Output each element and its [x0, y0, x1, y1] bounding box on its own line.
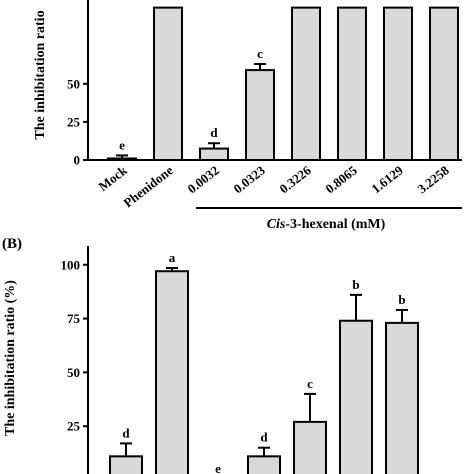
y-tick-label: 75	[67, 311, 81, 326]
x-category-label: 0.0323	[230, 162, 268, 196]
y-tick-label: 0	[74, 153, 81, 168]
significance-label: d	[210, 125, 218, 140]
bar	[109, 455, 143, 474]
y-tick-label: 25	[67, 114, 81, 129]
significance-label: c	[307, 376, 313, 391]
bar	[293, 420, 327, 474]
panel-a: 0 25 50 e d c The inhibitation ratio MockPhenid…	[33, 0, 462, 232]
significance-label: e	[119, 137, 125, 152]
bar	[339, 319, 373, 474]
x-category-label: 1.6129	[368, 162, 406, 196]
y-tick-label: 25	[67, 419, 81, 434]
group-label: Cis-3-hexenal (mM)	[267, 217, 386, 232]
group-label-rest: -3-hexenal (mM)	[285, 217, 385, 232]
group-label-italic: Cis	[267, 217, 286, 232]
panel-label: (B)	[2, 236, 22, 252]
x-category-label: 0.8065	[322, 162, 360, 196]
bar	[153, 6, 183, 161]
bar	[383, 6, 413, 161]
x-category-label: 3.2258	[414, 162, 452, 196]
x-category-label: Mock	[96, 162, 131, 194]
x-category-label: 0.0032	[184, 163, 221, 197]
significance-label: a	[169, 250, 176, 265]
bar	[155, 270, 189, 474]
significance-label: d	[260, 430, 268, 445]
bar	[291, 6, 321, 161]
bar	[337, 6, 367, 161]
x-category-label: Phenidone	[121, 162, 177, 210]
bar	[199, 147, 229, 161]
y-axis-label: The inhibitation ratio	[33, 10, 48, 139]
y-tick-label: 50	[67, 365, 80, 380]
bar	[245, 69, 275, 161]
bar	[429, 6, 459, 161]
bar	[385, 321, 419, 474]
significance-label: b	[398, 292, 405, 307]
significance-label: e	[215, 461, 221, 474]
panel-b: (B) 25 50 75 100 d a e d c b b The inhibitation rati…	[2, 236, 419, 474]
y-axis-label: The inhibitation ratio (%)	[3, 280, 18, 436]
significance-label: d	[122, 425, 130, 440]
x-category-label: 0.3226	[276, 162, 314, 196]
y-tick-label: 100	[61, 257, 81, 272]
y-tick-label: 50	[67, 76, 80, 91]
bar	[107, 157, 137, 162]
significance-label: c	[257, 46, 263, 61]
significance-label: b	[352, 277, 359, 292]
bar	[247, 455, 281, 474]
